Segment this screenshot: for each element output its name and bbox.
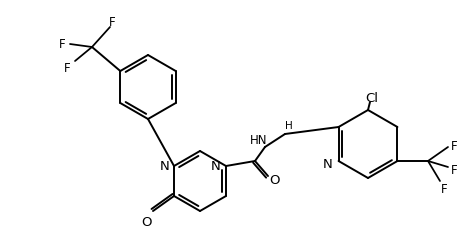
Text: Cl: Cl xyxy=(365,92,378,105)
Text: F: F xyxy=(441,183,447,196)
Text: N: N xyxy=(323,157,332,170)
Text: N: N xyxy=(159,160,169,173)
Text: H: H xyxy=(285,120,293,130)
Text: F: F xyxy=(450,139,457,152)
Text: O: O xyxy=(141,216,151,228)
Text: F: F xyxy=(450,163,457,176)
Text: F: F xyxy=(109,16,115,28)
Text: HN: HN xyxy=(250,133,268,146)
Text: O: O xyxy=(269,174,279,187)
Text: F: F xyxy=(64,61,70,74)
Text: N: N xyxy=(211,160,221,173)
Text: F: F xyxy=(59,38,65,51)
